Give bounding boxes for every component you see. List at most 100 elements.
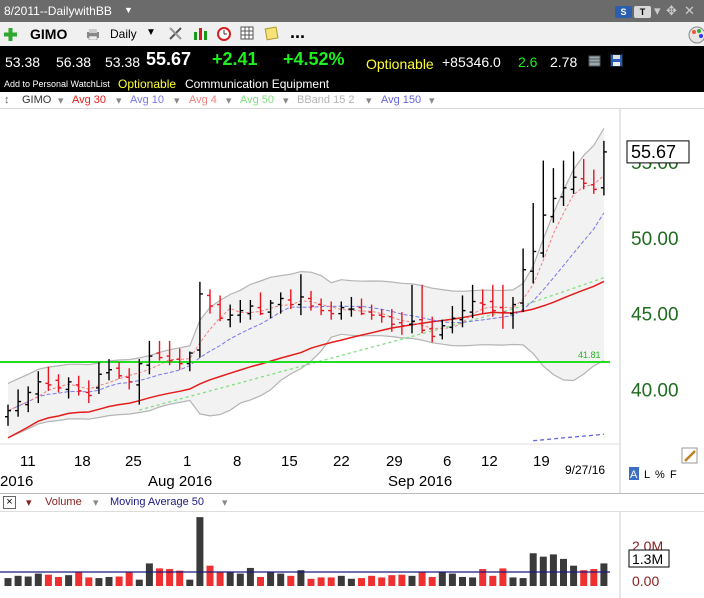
close-panel-button[interactable]: × xyxy=(3,496,16,509)
chevron-down-icon[interactable]: ▾ xyxy=(58,95,64,107)
volume-ma-label[interactable]: Moving Average 50 xyxy=(110,496,204,508)
volume-bar xyxy=(34,573,42,586)
tools-icon[interactable] xyxy=(168,26,183,41)
move-icon[interactable]: ✥ xyxy=(666,3,677,18)
alarm-clock-icon[interactable] xyxy=(216,25,232,41)
note-icon[interactable] xyxy=(264,26,279,41)
volume-bar xyxy=(287,575,295,586)
legend-avg30[interactable]: Avg 30 xyxy=(72,94,107,106)
ohlc-bar xyxy=(560,160,567,207)
volume-bar xyxy=(55,576,62,586)
ohlc-bar xyxy=(469,284,476,319)
volume-bar xyxy=(145,563,153,586)
chevron-down-icon[interactable]: ▾ xyxy=(283,95,289,107)
volume-bar xyxy=(85,577,93,586)
volume-legend: × ▾ Volume ▾ Moving Average 50 ▾ xyxy=(0,493,704,512)
ohlc-bar xyxy=(45,366,52,391)
ohlc-bar xyxy=(600,140,607,196)
last-price: 55.67 xyxy=(146,49,192,69)
save-icon[interactable] xyxy=(610,54,623,67)
volume-bar xyxy=(176,570,184,586)
legend-avg150[interactable]: Avg 150 xyxy=(381,94,422,106)
palette-icon[interactable] xyxy=(688,26,704,44)
chevron-down-icon[interactable]: ▼ xyxy=(124,5,133,15)
pencil-icon[interactable] xyxy=(681,447,698,464)
volume-bar xyxy=(267,572,275,586)
volume-bar xyxy=(368,575,376,586)
scan-button[interactable]: S xyxy=(615,6,632,18)
legend-symbol[interactable]: GIMO xyxy=(22,94,52,106)
volume-bar xyxy=(226,572,234,586)
volume-bar xyxy=(246,567,254,586)
add-icon[interactable] xyxy=(4,28,17,41)
period-select[interactable]: Daily xyxy=(110,27,137,41)
annotation-toggle[interactable] xyxy=(629,467,639,480)
legend-avg50[interactable]: Avg 50 xyxy=(240,94,275,106)
ohlc-bar xyxy=(146,340,153,375)
ohlc-bar xyxy=(590,169,597,194)
volume-label[interactable]: Volume xyxy=(45,496,82,508)
volume-bar xyxy=(489,575,497,586)
volume-bar xyxy=(570,565,578,586)
percent-scale-toggle[interactable]: % xyxy=(655,469,665,481)
avg30-line xyxy=(7,280,605,439)
ohlc-bar xyxy=(166,340,173,366)
window-titlebar[interactable]: 8/2011--DailywithBB ▼ S T ▾ ✥ ✕ xyxy=(0,0,704,22)
last-price-marker xyxy=(626,140,690,164)
trendline-label: 41.81 xyxy=(578,350,601,360)
database-icon[interactable] xyxy=(588,54,601,67)
ohlc-bar xyxy=(368,304,375,320)
ohlc-bar xyxy=(207,289,213,314)
chevron-down-icon[interactable]: ▾ xyxy=(222,497,228,509)
chart-style-icon[interactable] xyxy=(193,26,208,41)
date-label: 8 xyxy=(233,453,241,470)
chevron-down-icon[interactable]: ▾ xyxy=(226,95,232,107)
volume-bar xyxy=(236,573,244,586)
legend-bband[interactable]: BBand 15 2 xyxy=(297,94,355,106)
chevron-down-icon[interactable]: ▾ xyxy=(116,95,122,107)
ohlc-bar xyxy=(419,284,426,334)
symbol-field[interactable]: GIMO xyxy=(30,26,68,42)
add-to-watchlist-link[interactable]: Add to Personal WatchList xyxy=(4,79,110,89)
stat-value-2: 2.78 xyxy=(550,54,578,70)
quote-bar: 53.38 56.38 53.38 55.67 +2.41 +4.52% Opt… xyxy=(0,46,704,76)
fundamentals-toggle[interactable]: F xyxy=(670,469,677,481)
volume-bar xyxy=(135,579,143,586)
ohlc-bar xyxy=(237,299,244,323)
date-label: 12 xyxy=(481,453,498,470)
chevron-down-icon[interactable]: ▾ xyxy=(366,95,372,107)
chevron-down-icon[interactable]: ▾ xyxy=(429,95,435,107)
avg150-line xyxy=(533,433,604,442)
legend-arrows-icon[interactable]: ↕ xyxy=(4,94,10,106)
print-icon[interactable] xyxy=(86,28,100,40)
optionable-tag: Optionable xyxy=(118,77,177,91)
ohlc-bar xyxy=(55,374,62,393)
volume-bar xyxy=(469,577,477,586)
legend-avg4[interactable]: Avg 4 xyxy=(189,94,217,106)
grid-icon[interactable] xyxy=(240,26,255,41)
volume-bar xyxy=(14,575,22,586)
chevron-down-icon[interactable]: ▾ xyxy=(174,95,180,107)
volume-bar xyxy=(156,568,163,586)
chevron-down-icon[interactable]: ▼ xyxy=(146,27,156,38)
log-scale-toggle[interactable]: L xyxy=(644,469,650,481)
volume-bar xyxy=(408,575,416,586)
chevron-down-icon[interactable]: ▾ xyxy=(26,497,32,509)
template-button[interactable]: T xyxy=(634,6,651,18)
price-change: +2.41 xyxy=(212,49,258,69)
ohlc-bar xyxy=(217,295,224,322)
ohlc-bar xyxy=(35,371,42,404)
price-axis-label: 40.00 xyxy=(631,380,679,401)
avg10-line xyxy=(7,212,605,412)
chevron-down-icon[interactable]: ▾ xyxy=(93,497,99,509)
volume-bar xyxy=(4,578,12,586)
ohlc-bar xyxy=(156,340,163,361)
ohlc-bar xyxy=(247,299,254,320)
price-chart[interactable]: 41.81 55.00 50.00 45.00 40.00 55.67 11 1… xyxy=(0,109,704,493)
more-button[interactable]: ... xyxy=(290,22,306,42)
chevron-down-icon[interactable]: ▾ xyxy=(654,3,661,18)
date-label: 19 xyxy=(533,453,550,470)
volume-chart[interactable]: 2.0M 1.3M 0.00 xyxy=(0,512,704,598)
close-icon[interactable]: ✕ xyxy=(684,3,695,18)
legend-avg10[interactable]: Avg 10 xyxy=(130,94,165,106)
